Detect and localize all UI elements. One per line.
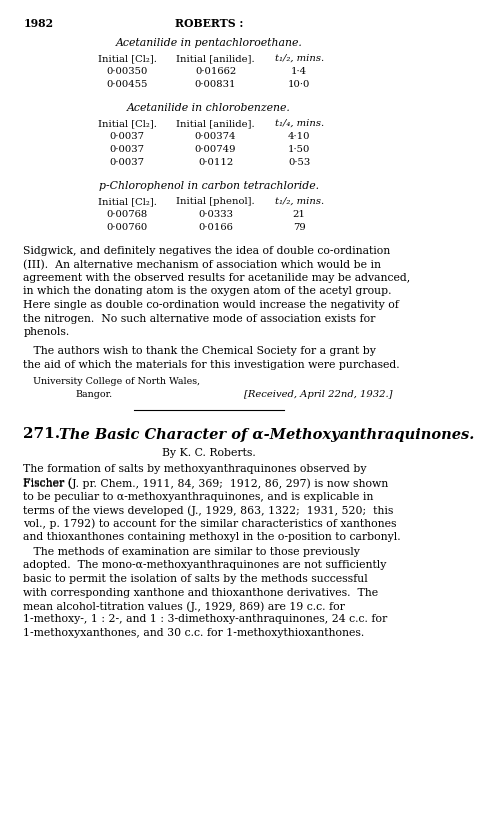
- Text: Fischer (J. pr. Chem., 1911, 84, 369;  1912, 86, 297) is now shown: Fischer (J. pr. Chem., 1911, 84, 369; 19…: [24, 478, 388, 488]
- Text: 1-methoxyxanthones, and 30 c.c. for 1-methoxythioxanthones.: 1-methoxyxanthones, and 30 c.c. for 1-me…: [24, 628, 364, 638]
- Text: agreement with the observed results for acetanilide may be advanced,: agreement with the observed results for …: [24, 273, 410, 283]
- Text: t₁/₄, mins.: t₁/₄, mins.: [274, 119, 324, 128]
- Text: 0·0037: 0·0037: [110, 158, 144, 167]
- Text: 0·0333: 0·0333: [198, 210, 233, 219]
- Text: Initial [anilide].: Initial [anilide].: [176, 119, 255, 128]
- Text: terms of the views developed (J., 1929, 863, 1322;  1931, 520;  this: terms of the views developed (J., 1929, …: [24, 505, 394, 516]
- Text: 1·50: 1·50: [288, 145, 310, 154]
- Text: mean alcohol-titration values (J., 1929, 869) are 19 c.c. for: mean alcohol-titration values (J., 1929,…: [24, 601, 345, 611]
- Text: and thioxanthones containing methoxyl in the o-position to carbonyl.: and thioxanthones containing methoxyl in…: [24, 532, 401, 542]
- Text: Sidgwick, and definitely negatives the idea of double co-ordination: Sidgwick, and definitely negatives the i…: [24, 246, 390, 256]
- Text: in which the donating atom is the oxygen atom of the acetyl group.: in which the donating atom is the oxygen…: [24, 286, 392, 296]
- Text: Acetanilide in chlorobenzene.: Acetanilide in chlorobenzene.: [127, 103, 291, 113]
- Text: 0·01662: 0·01662: [195, 67, 236, 76]
- Text: p-Chlorophenol in carbon tetrachloride.: p-Chlorophenol in carbon tetrachloride.: [99, 181, 319, 191]
- Text: vol., p. 1792) to account for the similar characteristics of xanthones: vol., p. 1792) to account for the simila…: [24, 518, 397, 529]
- Text: By K. C. Roberts.: By K. C. Roberts.: [162, 447, 256, 458]
- Text: 10·0: 10·0: [288, 80, 310, 89]
- Text: The Basic Character of α-Methoxyanthraquinones.: The Basic Character of α-Methoxyanthraqu…: [58, 427, 474, 441]
- Text: 0·0037: 0·0037: [110, 145, 144, 154]
- Text: t₁/₂, mins.: t₁/₂, mins.: [274, 197, 324, 206]
- Text: Initial [anilide].: Initial [anilide].: [176, 54, 255, 63]
- Text: 1·4: 1·4: [291, 67, 308, 76]
- Text: with corresponding xanthone and thioxanthone derivatives.  The: with corresponding xanthone and thioxant…: [24, 587, 378, 597]
- Text: 0·00831: 0·00831: [195, 80, 236, 89]
- Text: Initial [Cl₂].: Initial [Cl₂].: [98, 197, 156, 206]
- Text: Fischer (: Fischer (: [24, 478, 72, 488]
- Text: Acetanilide in pentachloroethane.: Acetanilide in pentachloroethane.: [116, 38, 302, 48]
- Text: (III).  An alternative mechanism of association which would be in: (III). An alternative mechanism of assoc…: [24, 260, 382, 270]
- Text: 0·0112: 0·0112: [198, 158, 233, 167]
- Text: 0·00760: 0·00760: [106, 223, 148, 232]
- Text: 0·00768: 0·00768: [106, 210, 148, 219]
- Text: Bangor.: Bangor.: [75, 390, 112, 399]
- Text: 4·10: 4·10: [288, 132, 310, 141]
- Text: Here single as double co-ordination would increase the negativity of: Here single as double co-ordination woul…: [24, 300, 400, 310]
- Text: 0·0166: 0·0166: [198, 223, 233, 232]
- Text: [Received, April 22nd, 1932.]: [Received, April 22nd, 1932.]: [244, 390, 393, 399]
- Text: 0·00455: 0·00455: [106, 80, 148, 89]
- Text: the nitrogen.  No such alternative mode of association exists for: the nitrogen. No such alternative mode o…: [24, 314, 376, 323]
- Text: to be peculiar to α-methoxyanthraquinones, and is explicable in: to be peculiar to α-methoxyanthraquinone…: [24, 492, 374, 502]
- Text: 1-methoxy-, 1 : 2-, and 1 : 3-dimethoxy-anthraquinones, 24 c.c. for: 1-methoxy-, 1 : 2-, and 1 : 3-dimethoxy-…: [24, 615, 388, 625]
- Text: University College of North Wales,: University College of North Wales,: [34, 378, 200, 386]
- Text: the aid of which the materials for this investigation were purchased.: the aid of which the materials for this …: [24, 360, 400, 370]
- Text: t₁/₂, mins.: t₁/₂, mins.: [274, 54, 324, 63]
- Text: 0·00374: 0·00374: [195, 132, 236, 141]
- Text: The methods of examination are similar to those previously: The methods of examination are similar t…: [24, 547, 360, 557]
- Text: The authors wish to thank the Chemical Society for a grant by: The authors wish to thank the Chemical S…: [24, 346, 376, 356]
- Text: phenols.: phenols.: [24, 327, 70, 337]
- Text: Initial [phenol].: Initial [phenol].: [176, 197, 255, 206]
- Text: 0·0037: 0·0037: [110, 132, 144, 141]
- Text: ROBERTS :: ROBERTS :: [175, 18, 243, 29]
- Text: The formation of salts by methoxyanthraquinones observed by: The formation of salts by methoxyanthraq…: [24, 464, 367, 474]
- Text: 21: 21: [293, 210, 306, 219]
- Text: adopted.  The mono-α-methoxyanthraquinones are not sufficiently: adopted. The mono-α-methoxyanthraquinone…: [24, 560, 387, 571]
- Text: 0·00350: 0·00350: [106, 67, 148, 76]
- Text: 271.: 271.: [24, 427, 60, 441]
- Text: basic to permit the isolation of salts by the methods successful: basic to permit the isolation of salts b…: [24, 574, 368, 584]
- Text: 1982: 1982: [24, 18, 54, 29]
- Text: Initial [Cl₂].: Initial [Cl₂].: [98, 119, 156, 128]
- Text: Initial [Cl₂].: Initial [Cl₂].: [98, 54, 156, 63]
- Text: 0·53: 0·53: [288, 158, 310, 167]
- Text: 0·00749: 0·00749: [195, 145, 236, 154]
- Text: 79: 79: [293, 223, 306, 232]
